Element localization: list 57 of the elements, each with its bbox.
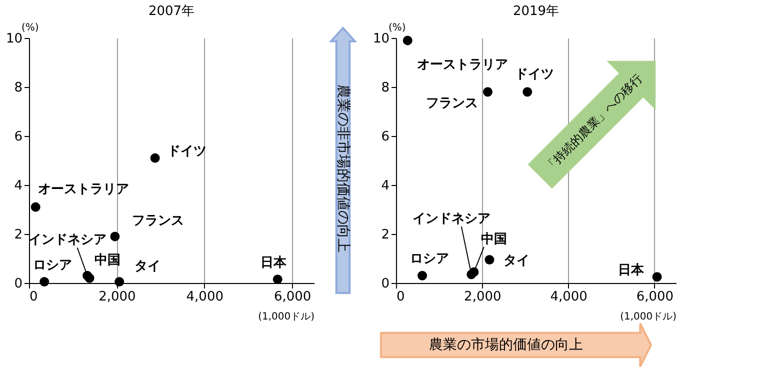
- data-label: オーストラリア: [38, 182, 130, 198]
- point: [652, 272, 662, 282]
- data-label: オーストラリア: [417, 57, 508, 72]
- y-tick-label: 4: [14, 178, 22, 194]
- data-label: インドネシア: [412, 211, 490, 226]
- point: [402, 36, 412, 46]
- data-label: ドイツ: [168, 144, 207, 160]
- data-label: 日本: [260, 255, 288, 270]
- y-tick-label: 10: [372, 32, 390, 46]
- data-label: タイ: [503, 254, 530, 269]
- x-tick-label: 0: [30, 290, 38, 304]
- x-tick-label: 0: [396, 290, 405, 304]
- data-label: 中国: [480, 232, 507, 247]
- point: [114, 277, 124, 287]
- y-tick-label: 4: [381, 178, 390, 194]
- x-tick-label: 2,000: [464, 290, 502, 304]
- x-tick-label: 2,000: [98, 290, 136, 304]
- data-label: ロシア: [32, 258, 72, 273]
- point: [40, 277, 50, 287]
- x-tick-label: 6,000: [636, 290, 674, 304]
- data-label: タイ: [134, 258, 160, 274]
- y-tick-label: 2: [381, 228, 390, 242]
- point: [484, 254, 494, 264]
- data-label: ドイツ: [514, 66, 554, 82]
- point: [418, 270, 428, 280]
- y-tick-label: 0: [14, 276, 22, 292]
- y-axis-title: (%): [22, 22, 39, 34]
- x-axis-title: (1,000ドル): [620, 312, 677, 322]
- point: [30, 202, 40, 212]
- y-tick-label: 2: [14, 228, 22, 242]
- point: [150, 153, 160, 163]
- y-tick-label: 6: [381, 130, 390, 144]
- data-label: フランス: [132, 213, 184, 228]
- x-tick-label: 4,000: [186, 290, 224, 304]
- data-label: ロシア: [410, 252, 449, 267]
- chart-title: 2019年: [512, 4, 560, 19]
- data-label: 中国: [94, 253, 121, 268]
- data-label: フランス: [426, 96, 478, 111]
- x-tick-label: 6,000: [274, 290, 312, 304]
- y-tick-label: 10: [6, 32, 22, 46]
- x-tick-label: 4,000: [550, 290, 588, 304]
- y-tick-label: 8: [381, 80, 390, 96]
- y-tick-label: 6: [14, 130, 22, 144]
- text: 農業の非市場的価値の向上: [335, 84, 351, 252]
- point: [110, 232, 120, 242]
- y-axis-title: (%): [388, 22, 406, 34]
- x-axis-title: (1,000ドル): [258, 312, 315, 322]
- text: 農業の市場的価値の向上: [429, 337, 583, 353]
- y-tick-label: 0: [381, 276, 390, 292]
- data-label: インドネシア: [28, 232, 106, 248]
- point: [483, 87, 492, 97]
- point: [84, 273, 94, 283]
- point: [522, 87, 532, 97]
- data-label: 日本: [618, 262, 646, 278]
- y-tick-label: 8: [14, 80, 22, 96]
- point: [272, 274, 282, 284]
- chart-title: 2007年: [148, 4, 195, 19]
